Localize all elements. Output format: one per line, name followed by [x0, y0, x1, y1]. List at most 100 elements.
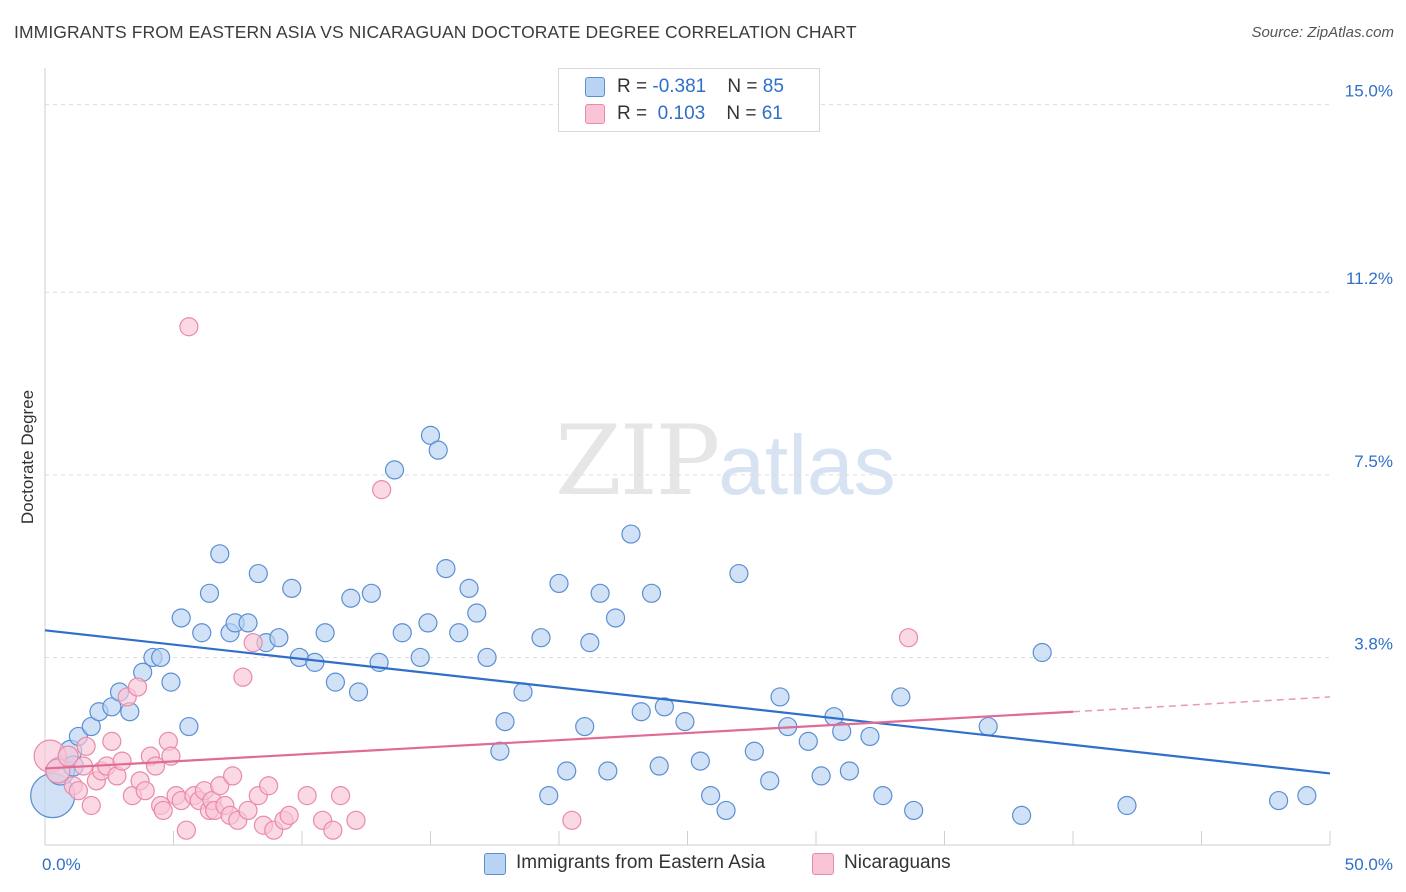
- eastern-asia-point: [467, 603, 487, 623]
- eastern-asia-point: [539, 786, 559, 806]
- nicaraguan-point: [145, 756, 166, 776]
- eastern-asia-point: [873, 786, 893, 806]
- eastern-asia-point: [449, 623, 469, 643]
- eastern-asia-point: [701, 786, 721, 806]
- eastern-asia-point: [891, 687, 911, 707]
- nicaraguan-point: [297, 786, 317, 806]
- eastern-asia-point: [621, 524, 641, 544]
- legend-n-value: 61: [761, 103, 783, 124]
- eastern-asia-point: [729, 563, 749, 584]
- series-label-pink: Nicaraguans: [844, 852, 951, 873]
- eastern-asia-point: [199, 583, 220, 603]
- nicaraguan-point: [176, 820, 196, 840]
- nicaraguan-point: [112, 751, 132, 771]
- watermark-zip: ZIP: [555, 405, 720, 517]
- eastern-asia-point: [392, 623, 412, 643]
- eastern-asia-point: [1011, 805, 1032, 825]
- trend-lines: [44, 629, 1331, 775]
- legend-r-value: -0.381: [652, 76, 707, 97]
- eastern-asia-point: [557, 761, 577, 781]
- y-tick-label: 15.0%: [1345, 82, 1393, 101]
- legend-r-label: R =: [617, 76, 653, 97]
- x-tick-label: 0.0%: [42, 855, 81, 874]
- eastern-asia-trend-line: [44, 629, 1331, 775]
- eastern-asia-point: [238, 613, 258, 633]
- nicaraguan-point: [562, 810, 582, 830]
- eastern-asia-point: [598, 761, 618, 781]
- y-axis-label: Doctorate Degree: [18, 390, 37, 524]
- eastern-asia-point: [179, 716, 199, 737]
- eastern-asia-point: [102, 697, 122, 717]
- y-tick-label: 3.8%: [1354, 634, 1393, 653]
- eastern-asia-point: [978, 716, 998, 737]
- eastern-asia-point: [839, 761, 860, 781]
- nicaraguan-point: [238, 800, 258, 821]
- eastern-asia-point: [549, 573, 569, 594]
- eastern-asia-point: [81, 716, 101, 737]
- eastern-asia-point: [428, 440, 448, 460]
- eastern-asia-point: [832, 721, 852, 742]
- eastern-asia-point: [151, 647, 171, 668]
- y-tick-label: 11.2%: [1346, 269, 1393, 288]
- eastern-asia-point: [325, 672, 346, 692]
- nicaraguan-point: [135, 781, 155, 801]
- eastern-asia-point: [490, 741, 510, 761]
- eastern-asia-point: [1117, 795, 1137, 816]
- eastern-asia-point: [575, 716, 595, 737]
- nicaraguan-point: [330, 786, 351, 806]
- nicaraguan-point: [127, 677, 148, 697]
- nicaraguan-point: [68, 781, 89, 801]
- eastern-asia-point: [811, 766, 831, 786]
- eastern-asia-point: [1297, 786, 1317, 806]
- eastern-asia-point: [192, 623, 212, 643]
- eastern-asia-point: [282, 578, 302, 598]
- legend-swatch-pink: [585, 104, 605, 124]
- nicaraguan-point: [372, 480, 392, 500]
- legend-r-value: 0.103: [652, 103, 706, 124]
- legend-n-value: 85: [762, 76, 784, 97]
- nicaraguan-trend-extension: [1072, 696, 1331, 713]
- eastern-asia-point: [744, 741, 764, 761]
- series-swatch-pink: [812, 853, 834, 875]
- eastern-asia-point: [716, 800, 736, 821]
- nicaraguan-point: [223, 766, 243, 786]
- nicaraguan-trend-line: [44, 710, 1074, 770]
- series-swatch-blue: [484, 853, 506, 875]
- legend-n-label: N =: [727, 76, 763, 97]
- legend-row-pink: R = 0.103 N = 61: [559, 101, 819, 127]
- x-tick-label: 50.0%: [1345, 855, 1393, 874]
- eastern-asia-point: [459, 578, 479, 598]
- legend-r-label: R =: [617, 103, 653, 124]
- eastern-asia-point: [420, 425, 441, 445]
- eastern-asia-point: [1268, 790, 1289, 811]
- eastern-asia-point: [418, 613, 438, 633]
- nicaraguan-point: [179, 317, 199, 337]
- grid-lines: [45, 104, 1330, 658]
- eastern-asia-point: [760, 771, 780, 791]
- eastern-asia-point: [436, 559, 456, 579]
- legend-n-label: N =: [726, 103, 762, 124]
- eastern-asia-point: [248, 563, 268, 584]
- eastern-asia-point: [341, 588, 361, 608]
- eastern-asia-point: [590, 583, 610, 603]
- eastern-asia-point: [654, 697, 674, 717]
- eastern-asia-point: [770, 687, 790, 707]
- nicaraguan-point: [102, 731, 122, 751]
- data-points: [30, 317, 1317, 840]
- eastern-asia-point: [641, 583, 662, 603]
- nicaraguan-point: [81, 795, 101, 816]
- eastern-asia-point: [531, 628, 551, 648]
- eastern-asia-point: [580, 633, 600, 653]
- eastern-asia-point: [798, 731, 818, 751]
- eastern-asia-point: [348, 682, 369, 702]
- eastern-asia-point: [631, 702, 651, 722]
- watermark-atlas: atlas: [718, 418, 896, 512]
- eastern-asia-point: [649, 756, 669, 776]
- eastern-asia-point: [269, 628, 289, 648]
- y-tick-label: 7.5%: [1354, 452, 1393, 471]
- eastern-asia-point: [605, 608, 626, 628]
- eastern-asia-point: [1032, 642, 1052, 663]
- nicaraguan-point: [76, 736, 96, 756]
- series-label-blue: Immigrants from Eastern Asia: [516, 852, 766, 873]
